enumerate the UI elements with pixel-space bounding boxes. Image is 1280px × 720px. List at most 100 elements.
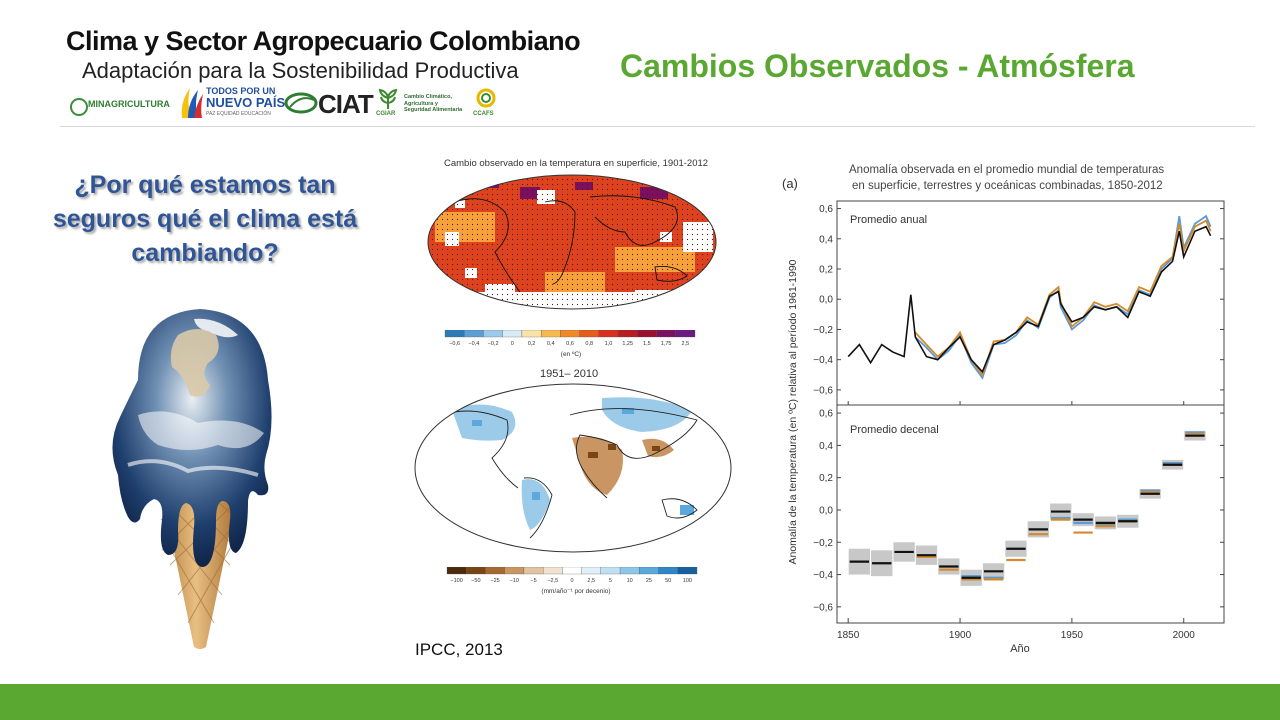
temperature-scale-tick-label: −0,6 bbox=[449, 341, 460, 347]
temperature-scale-swatch bbox=[444, 330, 465, 338]
chart-ylabel: Anomalía de la temperatura (en ºC) relat… bbox=[787, 259, 799, 564]
ccafs-emblem-icon bbox=[476, 88, 496, 108]
question-line-2: seguros qué el clima está bbox=[52, 205, 358, 233]
todos-logo-line1: TODOS POR UN bbox=[206, 86, 276, 96]
precipitation-scale-tick-label: 5 bbox=[609, 578, 612, 584]
precipitation-scale-swatch bbox=[581, 567, 601, 575]
precipitation-scale-unit: (mm/año⁻¹ por decenio) bbox=[541, 588, 610, 595]
annual-series-orange-line bbox=[914, 219, 1212, 377]
y-tick-label: −0,6 bbox=[813, 602, 833, 613]
precipitation-scale-swatch bbox=[619, 567, 640, 575]
slide-title: Cambios Observados - Atmósfera bbox=[620, 48, 1135, 84]
x-tick-label: 2000 bbox=[1173, 630, 1196, 641]
temperature-scale-tick-label: 0 bbox=[511, 341, 514, 347]
temperature-scale-swatch bbox=[521, 330, 542, 338]
temperature-change-map bbox=[427, 174, 717, 310]
question-line-1: ¿Por qué estamos tan bbox=[74, 171, 336, 199]
temperature-scale-swatch bbox=[617, 330, 638, 338]
precipitation-change-map bbox=[414, 383, 732, 553]
chart-title-line-1: Anomalía observada en el promedio mundia… bbox=[849, 164, 1164, 176]
melting-earth-ice-cream-image bbox=[112, 309, 272, 649]
temperature-scale-tick-label: 0,4 bbox=[547, 341, 555, 347]
precipitation-scale-tick-label: −100 bbox=[450, 578, 462, 584]
precipitation-scale-tick-label: 25 bbox=[646, 578, 652, 584]
brand-title: Clima y Sector Agropecuario Colombiano bbox=[66, 26, 581, 56]
precipitation-scale-swatch bbox=[523, 567, 544, 575]
precipitation-scale-swatch bbox=[466, 567, 486, 575]
precipitation-scale-swatch bbox=[600, 567, 621, 575]
precipitation-scale-tick-label: 10 bbox=[627, 578, 633, 584]
temperature-scale-tick-label: 1,25 bbox=[622, 341, 633, 347]
source-citation: IPCC, 2013 bbox=[415, 640, 503, 659]
panel-annual-label: Promedio anual bbox=[850, 214, 927, 226]
precipitation-scale-tick-label: −2,5 bbox=[547, 578, 558, 584]
brand-subtitle: Adaptación para la Sostenibilidad Produc… bbox=[82, 58, 519, 83]
header-divider bbox=[60, 126, 1255, 127]
y-tick-label: −0,2 bbox=[813, 325, 833, 336]
temperature-scale-swatch bbox=[579, 330, 599, 338]
question-text: ¿Por qué estamos tan seguros qué el clim… bbox=[30, 168, 380, 270]
temperature-scale-swatch bbox=[502, 330, 523, 338]
x-tick-label: 1900 bbox=[949, 630, 972, 641]
precipitation-scale-tick-label: −25 bbox=[490, 578, 499, 584]
temperature-scale-tick-label: 1,5 bbox=[643, 341, 651, 347]
ciat-emblem-icon bbox=[284, 92, 318, 114]
y-tick-label: 0,0 bbox=[819, 295, 833, 306]
y-tick-label: 0,2 bbox=[819, 265, 833, 276]
question-line-3: cambiando? bbox=[131, 239, 279, 267]
temperature-scale-swatch bbox=[541, 330, 561, 338]
y-tick-label: −0,2 bbox=[813, 538, 833, 549]
todos-logo-line2: NUEVO PAÍS bbox=[206, 95, 286, 110]
temperature-color-scale: −0,6 −0,4 −0,2 0 0,2 0,4 0,6 0,8 1,0 1,25 1,5 1,75 2… bbox=[444, 330, 696, 358]
temperature-scale-tick-label: 0,6 bbox=[566, 341, 574, 347]
temperature-scale-swatch bbox=[560, 330, 580, 338]
minagricultura-emblem-icon bbox=[70, 98, 88, 116]
precipitation-scale-swatch bbox=[639, 567, 659, 575]
y-tick-label: 0,0 bbox=[819, 505, 833, 516]
precipitation-scale-tick-label: −5 bbox=[530, 578, 536, 584]
chart-plot-frame bbox=[836, 200, 1225, 624]
ccafs-logo: CCAFS bbox=[473, 111, 494, 117]
chart-xlabel: Año bbox=[1010, 643, 1030, 655]
precipitation-scale-swatch bbox=[543, 567, 563, 575]
y-tick-label: 0,6 bbox=[819, 204, 833, 215]
temperature-scale-tick-label: 0,8 bbox=[585, 341, 593, 347]
panel-decadal-label: Promedio decenal bbox=[850, 424, 939, 436]
temperature-scale-swatch bbox=[656, 330, 676, 338]
cgiar-logo: CGIAR bbox=[376, 111, 396, 117]
y-tick-label: −0,6 bbox=[813, 385, 833, 396]
temperature-scale-swatch bbox=[675, 330, 696, 338]
temperature-scale-tick-label: 1,0 bbox=[605, 341, 613, 347]
chart-panel-label: (a) bbox=[782, 176, 798, 191]
y-tick-label: −0,4 bbox=[813, 570, 833, 581]
partner-logos: MINAGRICULTURA TODOS POR UN NUEVO PAÍS P… bbox=[66, 84, 506, 124]
y-tick-label: 0,2 bbox=[819, 473, 833, 484]
temperature-scale-tick-label: 1,75 bbox=[661, 341, 672, 347]
precipitation-scale-tick-label: 2,5 bbox=[587, 578, 595, 584]
ccafs-program-text: Cambio Climático, Agricultura y Segurida… bbox=[404, 94, 463, 113]
temperature-scale-swatch bbox=[598, 330, 619, 338]
precipitation-scale-swatch bbox=[658, 567, 678, 575]
y-tick-label: −0,4 bbox=[813, 355, 833, 366]
precipitation-map-title: 1951– 2010 bbox=[540, 368, 599, 380]
y-tick-label: 0,6 bbox=[819, 409, 833, 420]
temperature-scale-swatch bbox=[637, 330, 657, 338]
precipitation-scale-tick-label: 0 bbox=[570, 578, 573, 584]
temperature-scale-unit: (en ºC) bbox=[561, 351, 581, 358]
temperature-scale-tick-label: 0,2 bbox=[528, 341, 536, 347]
temperature-scale-tick-label: −0,4 bbox=[468, 341, 479, 347]
precipitation-scale-tick-label: 50 bbox=[665, 578, 671, 584]
precipitation-scale-tick-label: 100 bbox=[683, 578, 692, 584]
chart-title-line-2: en superficie, terrestres y oceánicas co… bbox=[852, 180, 1163, 192]
precipitation-scale-swatch bbox=[446, 567, 467, 575]
temperature-scale-swatch bbox=[464, 330, 484, 338]
temperature-anomaly-chart: (a) Anomalía observada en el promedio mu… bbox=[782, 164, 1225, 655]
temperature-scale-tick-label: −0,2 bbox=[488, 341, 499, 347]
precipitation-scale-swatch bbox=[504, 567, 525, 575]
x-tick-label: 1950 bbox=[1061, 630, 1084, 641]
precipitation-scale-swatch bbox=[485, 567, 505, 575]
precipitation-color-scale: −100 −50 −25 −10 −5 −2,5 0 2,5 5 10 25 50 100 (mm/añ… bbox=[446, 567, 698, 595]
annual-series-blue-line bbox=[914, 214, 1212, 380]
temperature-scale-swatch bbox=[483, 330, 503, 338]
temperature-map-title: Cambio observado en la temperatura en su… bbox=[444, 158, 709, 169]
